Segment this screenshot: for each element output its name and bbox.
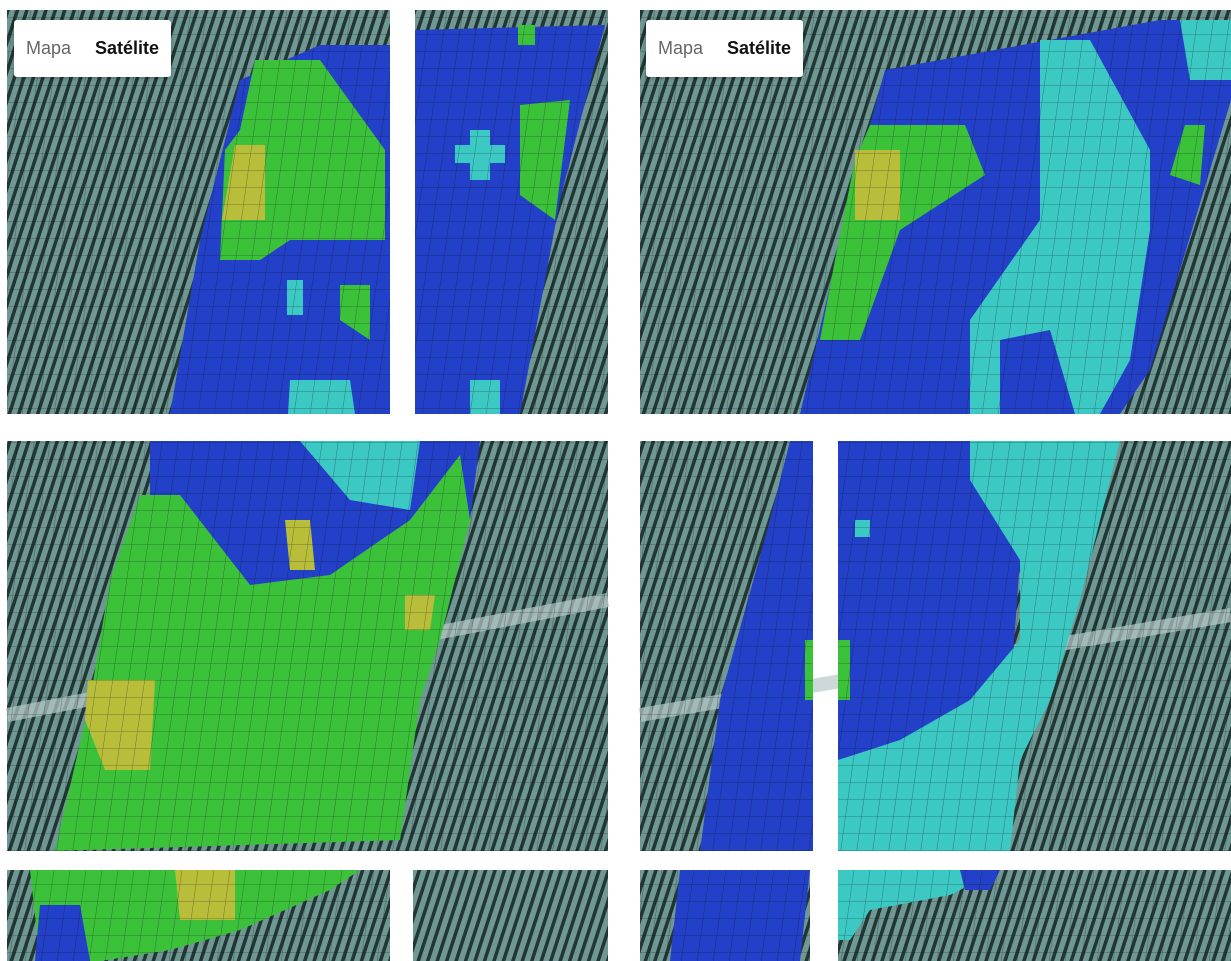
satellite-button[interactable]: Satélite — [727, 38, 792, 58]
zone-overlay — [640, 441, 813, 851]
zone-overlay — [838, 870, 1231, 961]
zone-overlay — [7, 441, 608, 851]
zone-overlay — [415, 10, 608, 414]
zone-overlay — [640, 10, 1231, 414]
zone-overlay — [7, 10, 390, 414]
satellite-button[interactable]: Satélite — [95, 38, 160, 58]
zone-overlay — [640, 870, 810, 961]
zone-overlay — [7, 870, 390, 961]
map-type-control: Mapa Satélite — [14, 20, 172, 77]
map-type-control: Mapa Satélite — [646, 20, 804, 77]
zone-overlay — [838, 441, 1231, 851]
map-button[interactable]: Mapa — [26, 38, 72, 58]
map-button[interactable]: Mapa — [658, 38, 704, 58]
